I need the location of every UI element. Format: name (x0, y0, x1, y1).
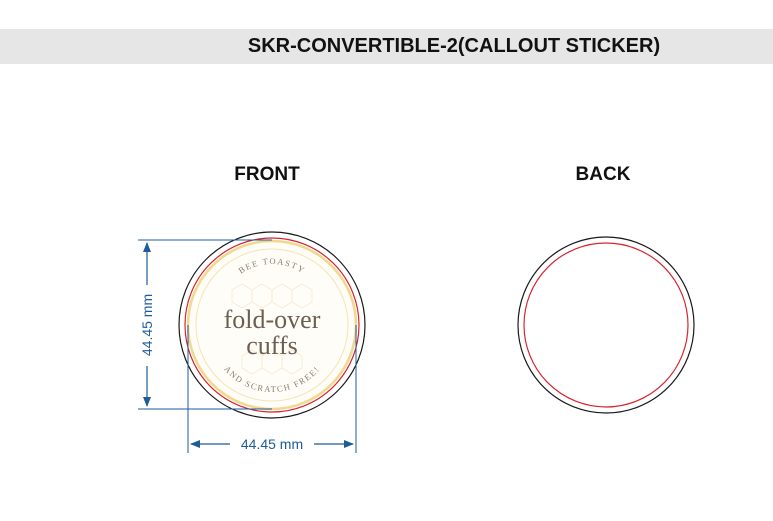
sticker-line-2: cuffs (246, 331, 298, 360)
back-bleed-line (523, 242, 689, 408)
back-view-label: BACK (575, 164, 631, 185)
width-dimension: 44.45 mm (187, 325, 357, 453)
width-label: 44.45 mm (241, 436, 303, 452)
height-dimension: 44.45 mm (138, 239, 272, 410)
front-cut-line (178, 231, 366, 419)
sticker-inner-border (195, 248, 349, 402)
front-view-label: FRONT (234, 164, 300, 185)
front-bleed-line (184, 237, 360, 413)
back-sticker (517, 236, 695, 414)
height-label: 44.45 mm (139, 294, 155, 356)
honeycomb-pattern (231, 283, 313, 375)
title-bar: SKR-CONVERTIBLE-2(CALLOUT STICKER) (0, 29, 773, 64)
front-sticker: BEE TOASTY AND SCRATCH FREE! fold-over c… (178, 231, 366, 419)
page-title: SKR-CONVERTIBLE-2(CALLOUT STICKER) (247, 35, 661, 57)
back-cut-line (517, 236, 695, 414)
sticker-line-1: fold-over (224, 305, 321, 334)
